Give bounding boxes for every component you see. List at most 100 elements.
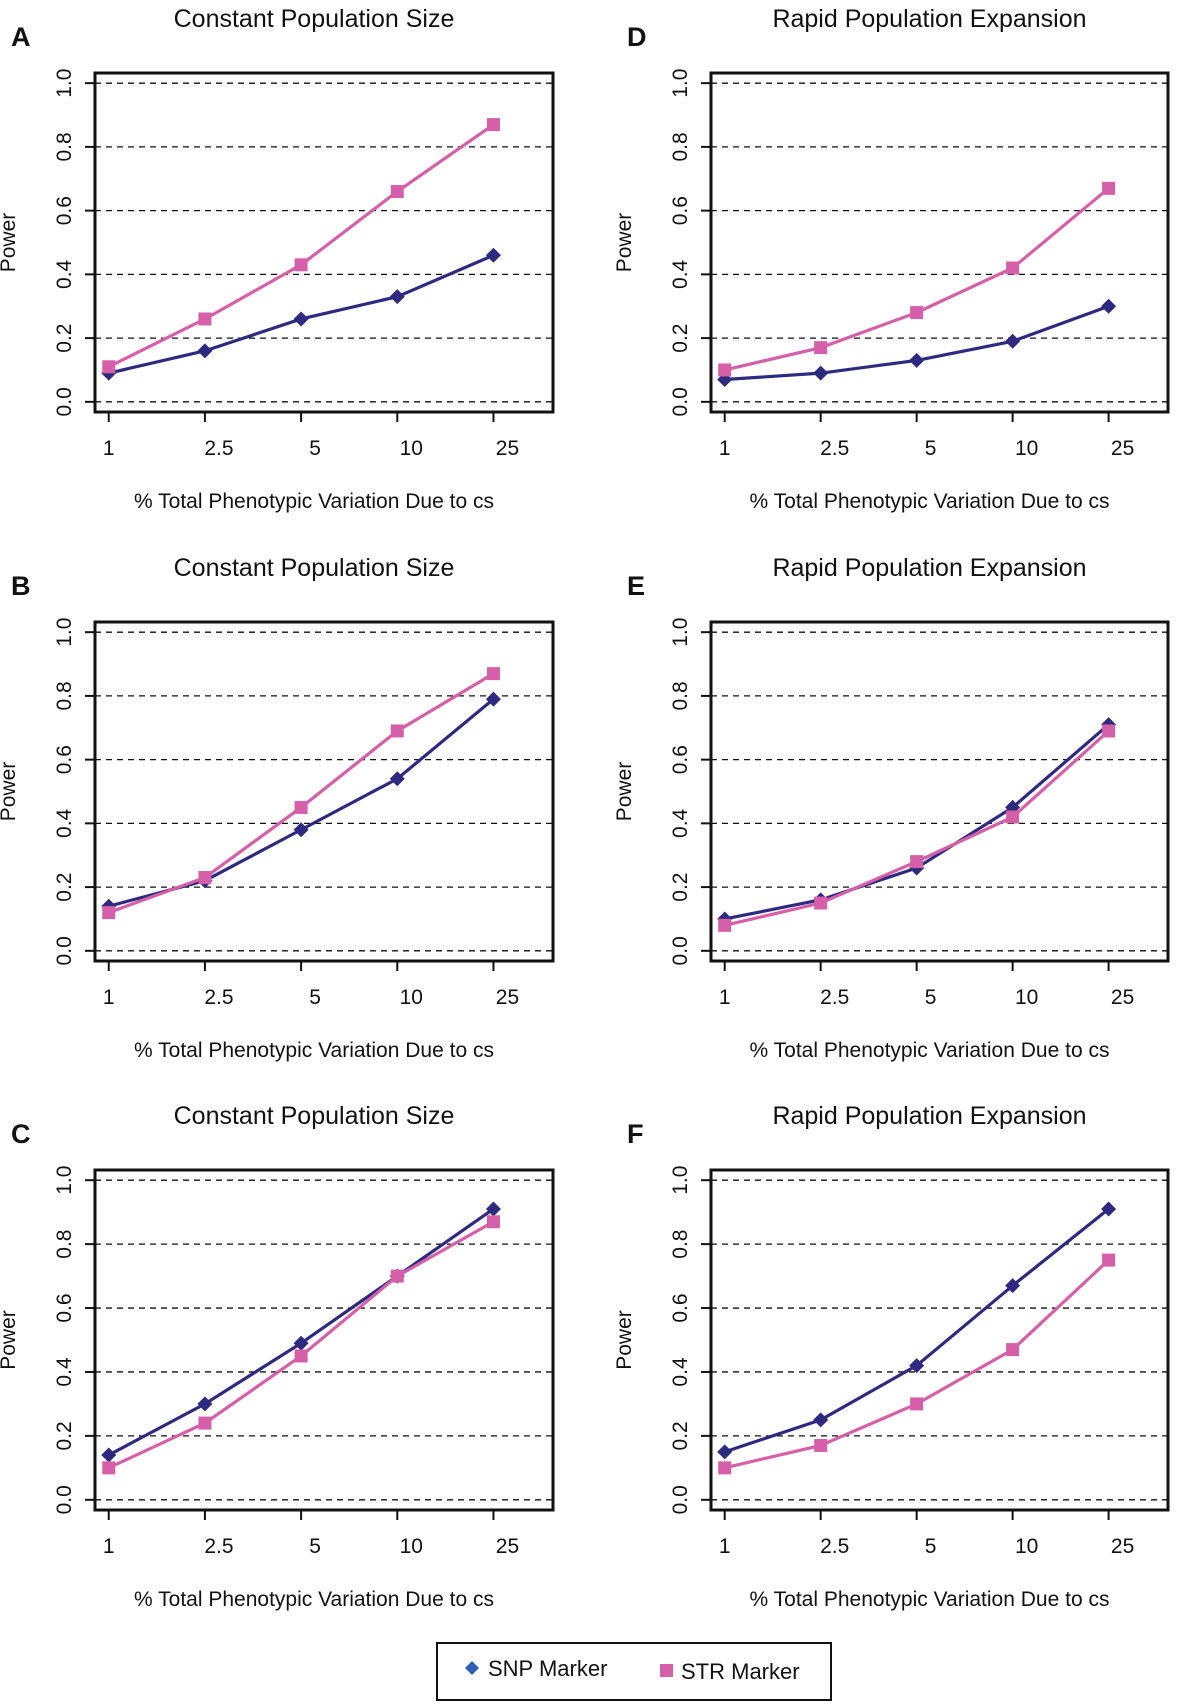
y-tick-label-a-3: 0.6 (53, 196, 76, 225)
x-tick-label-b-4: 25 (496, 986, 519, 1009)
panel-d: D Rapid Population Expansion 0.0 0.2 0.4 0.6 0… (613, 5, 1170, 513)
str-point-e-1 (814, 896, 828, 910)
snp-line-c (107, 1207, 495, 1457)
snp-point-d-2 (909, 352, 925, 368)
y-axis-label-a: Power (0, 213, 20, 273)
y-axis-label-f: Power (613, 1310, 636, 1370)
y-tick-label-a-0: 0.0 (53, 387, 76, 416)
y-tick-label-c-2: 0.4 (53, 1357, 76, 1387)
x-tick-label-a-2: 5 (309, 437, 321, 460)
y-tick-label-b-0: 0.0 (53, 936, 76, 965)
str-point-b-2 (294, 800, 308, 814)
y-tick-label-b-4: 0.8 (53, 681, 76, 710)
snp-point-f-2 (909, 1358, 925, 1374)
legend-box (436, 1642, 832, 1701)
x-axis-label-b: % Total Phenotypic Variation Due to cs (134, 1039, 494, 1062)
panels: A Constant Population Size 0.0 0.2 0.4 0.6 0.8… (0, 5, 1170, 1611)
snp-point-f-3 (1005, 1278, 1021, 1294)
y-tick-label-f-5: 1.0 (669, 1166, 692, 1195)
panel-letter-e: E (627, 571, 645, 601)
str-point-d-0 (718, 363, 732, 377)
y-tick-label-c-1: 0.2 (53, 1421, 76, 1450)
y-axis-label-b: Power (0, 762, 20, 822)
snp-point-c-1 (197, 1396, 213, 1412)
y-tick-label-e-5: 1.0 (669, 618, 692, 647)
str-point-a-1 (198, 312, 212, 326)
str-point-a-3 (390, 185, 404, 199)
plot-frame-a (93, 71, 555, 414)
x-tick-label-e-4: 25 (1111, 986, 1134, 1009)
snp-legend-diamond-icon (465, 1661, 479, 1675)
snp-point-a-3 (389, 289, 405, 305)
panel-f: F Rapid Population Expansion 0.0 0.2 0.4 0.6 0… (613, 1102, 1170, 1611)
y-tick-label-f-3: 0.6 (669, 1293, 692, 1322)
str-line-b (108, 672, 495, 915)
x-tick-label-a-1: 2.5 (204, 437, 233, 460)
snp-line-e (724, 723, 1110, 921)
y-axis-label-c: Power (0, 1310, 20, 1370)
x-tick-label-a-4: 25 (496, 437, 519, 460)
str-point-d-3 (1006, 261, 1020, 275)
x-tick-label-a-0: 1 (103, 437, 115, 460)
str-point-c-2 (294, 1349, 308, 1363)
y-tick-label-e-4: 0.8 (669, 681, 692, 710)
x-tick-label-f-2: 5 (925, 1535, 937, 1558)
y-tick-label-a-2: 0.4 (53, 259, 76, 289)
snp-point-d-4 (1101, 298, 1117, 314)
str-point-a-2 (294, 258, 308, 272)
str-point-c-1 (198, 1416, 212, 1430)
x-tick-label-d-1: 2.5 (820, 437, 849, 460)
y-tick-label-b-5: 1.0 (53, 618, 76, 647)
y-tick-label-d-4: 0.8 (669, 132, 692, 161)
plot-frame-d (709, 71, 1170, 414)
snp-point-c-2 (293, 1335, 309, 1351)
panel-c: C Constant Population Size 0.0 0.2 0.4 0.6 0.8… (0, 1102, 555, 1611)
y-tick-label-f-2: 0.4 (669, 1357, 692, 1387)
y-tick-label-e-0: 0.0 (669, 936, 692, 965)
y-tick-label-e-3: 0.6 (669, 745, 692, 774)
snp-point-c-4 (485, 1201, 501, 1217)
y-tick-label-c-0: 0.0 (53, 1485, 76, 1514)
x-axis-label-e: % Total Phenotypic Variation Due to cs (750, 1039, 1110, 1062)
y-tick-label-d-0: 0.0 (669, 387, 692, 416)
snp-point-c-0 (101, 1447, 117, 1463)
y-tick-label-c-5: 1.0 (53, 1166, 76, 1195)
snp-point-f-4 (1101, 1201, 1117, 1217)
x-tick-label-d-4: 25 (1111, 437, 1134, 460)
str-point-e-2 (910, 855, 924, 869)
snp-line-f (724, 1207, 1110, 1454)
str-point-f-3 (1006, 1343, 1020, 1357)
panel-letter-b: B (11, 571, 31, 601)
x-tick-label-c-1: 2.5 (204, 1535, 233, 1558)
x-axis-label-a: % Total Phenotypic Variation Due to cs (134, 490, 494, 513)
chart-title-c: Constant Population Size (174, 1102, 455, 1130)
x-tick-label-f-4: 25 (1111, 1535, 1134, 1558)
str-legend-label: STR Marker (681, 1659, 800, 1684)
y-tick-label-a-1: 0.2 (53, 323, 76, 352)
x-tick-label-d-0: 1 (719, 437, 731, 460)
snp-point-a-2 (293, 311, 309, 327)
str-point-d-4 (1102, 181, 1116, 195)
x-axis-label-d: % Total Phenotypic Variation Due to cs (750, 490, 1110, 513)
y-tick-label-b-2: 0.4 (53, 808, 76, 838)
str-point-b-3 (390, 724, 404, 738)
snp-point-b-3 (389, 771, 405, 787)
x-tick-label-e-1: 2.5 (820, 986, 849, 1009)
x-tick-label-e-3: 10 (1015, 986, 1038, 1009)
str-legend-square-icon (660, 1664, 673, 1677)
str-point-f-1 (814, 1438, 828, 1452)
x-tick-label-c-2: 5 (309, 1535, 321, 1558)
x-tick-label-c-3: 10 (400, 1535, 423, 1558)
chart-title-a: Constant Population Size (174, 5, 455, 33)
str-point-d-2 (910, 306, 924, 320)
plot-frame-b (93, 620, 555, 963)
x-tick-label-f-0: 1 (719, 1535, 731, 1558)
chart-title-b: Constant Population Size (174, 554, 455, 582)
y-tick-label-f-4: 0.8 (669, 1230, 692, 1259)
x-tick-label-b-3: 10 (400, 986, 423, 1009)
x-tick-label-b-0: 1 (103, 986, 115, 1009)
snp-point-f-1 (813, 1412, 829, 1428)
panel-e: E Rapid Population Expansion 0.0 0.2 0.4 0.6 0… (613, 554, 1170, 1062)
snp-point-a-1 (197, 343, 213, 359)
